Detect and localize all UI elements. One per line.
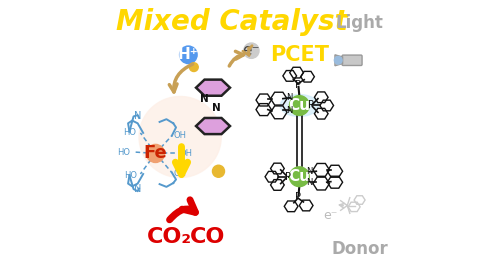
Text: N: N [212, 103, 220, 113]
Text: HO: HO [118, 148, 130, 156]
Circle shape [290, 167, 309, 187]
Text: P: P [285, 172, 291, 182]
Text: N: N [200, 94, 208, 104]
Text: P: P [295, 80, 301, 90]
Text: PCET: PCET [270, 45, 330, 65]
Circle shape [146, 144, 164, 162]
Text: OH: OH [179, 149, 192, 158]
Text: Cu: Cu [288, 98, 310, 113]
Text: CO: CO [190, 227, 225, 247]
Polygon shape [196, 118, 230, 134]
Polygon shape [196, 80, 230, 96]
FancyBboxPatch shape [342, 55, 362, 65]
Text: N: N [134, 112, 141, 121]
Text: e⁻: e⁻ [242, 43, 260, 58]
Polygon shape [335, 55, 342, 66]
Text: Mixed Catalyst: Mixed Catalyst [116, 8, 348, 36]
Text: OH: OH [174, 131, 186, 140]
Text: N: N [286, 93, 292, 102]
Text: HO: HO [123, 129, 136, 137]
Text: e⁻: e⁻ [324, 209, 338, 222]
Text: Cu: Cu [288, 169, 310, 184]
Text: N: N [286, 107, 292, 115]
Ellipse shape [139, 96, 221, 178]
Text: Donor: Donor [331, 239, 388, 258]
Text: P: P [295, 192, 301, 202]
Text: Light: Light [336, 14, 384, 32]
Circle shape [290, 96, 309, 115]
Text: CO₂: CO₂ [146, 227, 192, 247]
Text: OH: OH [174, 170, 186, 178]
Text: N: N [306, 178, 313, 187]
Text: N: N [306, 167, 313, 176]
Circle shape [212, 165, 224, 177]
Text: N: N [134, 184, 141, 194]
Circle shape [334, 56, 342, 64]
Circle shape [244, 43, 259, 58]
Text: H⁺: H⁺ [178, 47, 199, 62]
Text: P: P [308, 101, 314, 110]
Circle shape [190, 63, 198, 72]
Circle shape [180, 46, 197, 64]
Text: HO: HO [124, 172, 138, 180]
Ellipse shape [280, 95, 318, 116]
Text: Fe: Fe [144, 144, 168, 162]
